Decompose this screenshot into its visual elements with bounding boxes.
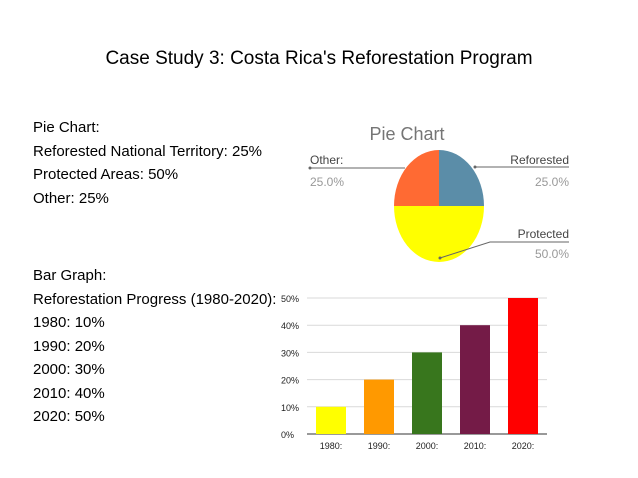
pie-line-other: Other: 25% — [33, 189, 109, 207]
pie-value-other: 25.0% — [310, 175, 344, 189]
pie-leader-dot-other — [308, 166, 312, 170]
bar-heading: Bar Graph: — [33, 267, 107, 284]
bar-2020 — [508, 298, 538, 434]
pie-slice-other — [394, 150, 439, 206]
bar-line-2020: 2020: 50% — [33, 408, 105, 425]
pie-line-reforested: Reforested National Territory: 25% — [33, 142, 262, 160]
pie-value-reforested: 25.0% — [535, 175, 569, 189]
bar-1980 — [316, 406, 346, 434]
bar-ytick-label: 0% — [281, 430, 294, 440]
bar-xtick-label: 1980: — [320, 441, 343, 451]
pie-label-protected: Protected — [518, 227, 569, 241]
bar-ytick-label: 10% — [281, 403, 299, 413]
bar-ytick-label: 20% — [281, 376, 299, 386]
pie-slice-protected — [394, 206, 484, 262]
pie-leader-dot-reforested — [473, 165, 477, 169]
pie-label-other: Other: — [310, 153, 343, 167]
pie-line-protected: Protected Areas: 50% — [33, 166, 179, 183]
bar-line-2000: 2000: 30% — [33, 361, 105, 378]
bar-xtick-label: 1990: — [368, 441, 391, 451]
bar-1990 — [364, 379, 394, 434]
pie-value-protected: 50.0% — [535, 247, 569, 261]
bar-ytick-label: 30% — [281, 348, 299, 358]
bar-2010 — [460, 325, 490, 434]
pie-slice-reforested — [439, 150, 484, 206]
bar-xtick-label: 2020: — [512, 441, 535, 451]
pie-title: Pie Chart — [369, 124, 444, 144]
bar-ytick-label: 40% — [281, 321, 299, 331]
bar-line-1990: 1990: 20% — [33, 337, 105, 355]
bar-description: Bar Graph: Reforestation Progress (1980-… — [33, 264, 276, 429]
pie-heading: Pie Chart: — [33, 119, 100, 136]
slide-title: Case Study 3: Costa Rica's Reforestation… — [105, 48, 533, 69]
bar-line-2010: 2010: 40% — [33, 384, 105, 402]
bar-2000 — [412, 352, 442, 434]
bar-line-1980: 1980: 10% — [33, 314, 105, 331]
bar-xtick-label: 2000: — [416, 441, 439, 451]
pie-label-reforested: Reforested — [510, 153, 569, 167]
pie-description: Pie Chart: Reforested National Territory… — [33, 116, 262, 210]
bar-ytick-label: 50% — [281, 294, 299, 304]
bar-line-title: Reforestation Progress (1980-2020): — [33, 290, 277, 308]
bar-xtick-label: 2010: — [464, 441, 487, 451]
pie-leader-dot-protected — [438, 256, 442, 260]
pie-leader-line-protected — [439, 241, 569, 259]
